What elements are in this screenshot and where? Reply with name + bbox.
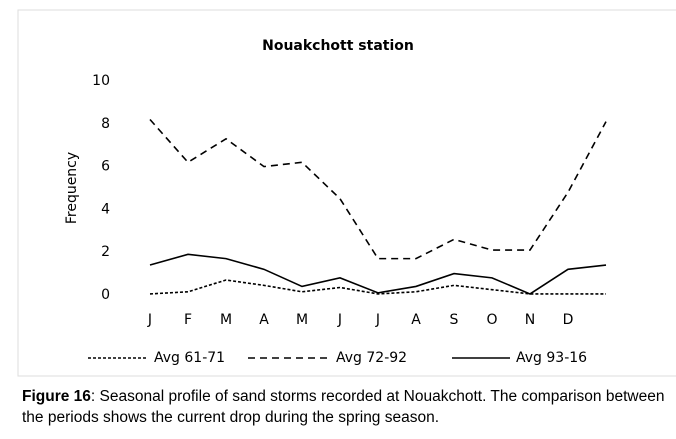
- y-tick-label: 6: [101, 159, 110, 175]
- chart: Nouakchott station Frequency 0 2 4 6 8 10 J F M A…: [17, 9, 676, 377]
- y-tick-label: 2: [101, 244, 110, 260]
- series-line: [149, 118, 607, 260]
- chart-frame: [17, 9, 676, 377]
- x-tick-label: A: [411, 312, 421, 328]
- y-tick-label: 8: [101, 116, 110, 132]
- y-tick-label: 10: [92, 73, 110, 89]
- x-tick-label: N: [525, 312, 535, 328]
- x-tick-label: D: [563, 312, 574, 328]
- series-line: [149, 253, 607, 295]
- x-tick-label: O: [486, 312, 497, 328]
- caption: Figure 16: Seasonal profile of sand stor…: [22, 386, 672, 428]
- legend-label: Avg 93-16: [516, 350, 587, 366]
- x-tick-label: M: [296, 312, 308, 328]
- y-tick-label: 0: [101, 287, 110, 303]
- x-tick-label: A: [259, 312, 269, 328]
- y-tick-label: 4: [101, 201, 110, 217]
- legend-label: Avg 61-71: [154, 350, 225, 366]
- caption-label: Figure 16: [22, 388, 91, 405]
- x-tick-label: J: [147, 312, 152, 328]
- x-tick-label: J: [337, 312, 342, 328]
- y-axis-label: Frequency: [64, 152, 80, 224]
- legend-label: Avg 72-92: [336, 350, 407, 366]
- x-tick-label: M: [220, 312, 232, 328]
- caption-text: : Seasonal profile of sand storms record…: [22, 388, 665, 426]
- x-tick-label: S: [450, 312, 459, 328]
- series-line: [149, 279, 606, 295]
- x-tick-label: F: [184, 312, 192, 328]
- x-tick-label: J: [375, 312, 380, 328]
- chart-title: Nouakchott station: [262, 38, 414, 54]
